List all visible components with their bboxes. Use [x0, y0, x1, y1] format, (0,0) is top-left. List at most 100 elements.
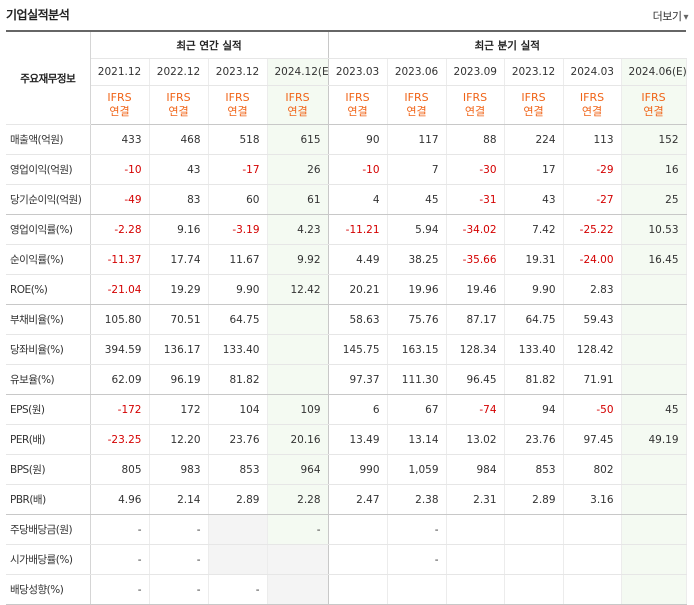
table-cell: 25	[621, 184, 687, 215]
table-cell: 90	[328, 124, 388, 155]
period-header: 2023.06	[387, 58, 447, 86]
standard-ifrs: IFRS	[641, 91, 666, 104]
table-row: 시가배당률(%) - - -	[6, 544, 687, 575]
standard-consolidated: 연결	[581, 105, 603, 118]
row-label: ROE(%)	[6, 274, 91, 305]
row-label: EPS(원)	[6, 394, 91, 425]
table-cell: 4.23	[267, 214, 329, 245]
row-label: 당기순이익(억원)	[6, 184, 91, 215]
table-cell	[267, 544, 329, 575]
row-label: 영업이익률(%)	[6, 214, 91, 245]
table-cell: 97.37	[328, 364, 388, 395]
row-label: BPS(원)	[6, 454, 91, 485]
table-cell: 2.47	[328, 484, 388, 515]
table-cell	[621, 304, 687, 335]
period-header: 2021.12	[90, 58, 150, 86]
table-cell: 23.76	[504, 424, 564, 455]
table-cell: -29	[563, 154, 622, 185]
table-cell: -35.66	[446, 244, 505, 275]
standard-consolidated: 연결	[643, 105, 664, 118]
table-cell: 5.94	[387, 214, 447, 245]
table-cell	[621, 334, 687, 365]
table-cell: 62.09	[90, 364, 150, 395]
table-cell: -24.00	[563, 244, 622, 275]
row-label: PBR(배)	[6, 484, 91, 515]
table-cell: 4.96	[90, 484, 150, 515]
table-cell	[621, 484, 687, 515]
table-cell: 133.40	[504, 334, 564, 365]
table-cell: 6	[328, 394, 388, 425]
table-cell: 94	[504, 394, 564, 425]
table-cell: -3.19	[208, 214, 268, 245]
table-cell	[446, 514, 505, 545]
table-cell: 990	[328, 454, 388, 485]
accounting-standard: IFRS 연결	[504, 85, 564, 125]
table-row: 당기순이익(억원) -49 83 60 61 4 45 -31 43 -27 25	[6, 184, 687, 215]
table-cell	[328, 514, 388, 545]
table-cell: 19.31	[504, 244, 564, 275]
table-row: PBR(배) 4.96 2.14 2.89 2.28 2.47 2.38 2.31 2.89 3.…	[6, 484, 687, 515]
standard-consolidated: 연결	[523, 105, 544, 118]
table-cell: 12.42	[267, 274, 329, 305]
table-cell: 128.42	[563, 334, 622, 365]
standard-ifrs: IFRS	[345, 91, 370, 104]
row-label: 영업이익(억원)	[6, 154, 91, 185]
table-cell: 96.19	[149, 364, 209, 395]
table-cell: 20.16	[267, 424, 329, 455]
corner-label: 주요재무정보	[6, 30, 91, 125]
table-cell: 20.21	[328, 274, 388, 305]
table-cell	[563, 544, 622, 575]
table-cell: 394.59	[90, 334, 150, 365]
table-row: 매출액(억원) 433 468 518 615 90 117 88 224 113 152	[6, 124, 687, 155]
table-cell: -	[267, 514, 329, 545]
header-row-groups: 주요재무정보 최근 연간 실적 최근 분기 실적	[6, 30, 687, 125]
table-cell: 13.02	[446, 424, 505, 455]
table-cell: 7.42	[504, 214, 564, 245]
table-cell: 117	[387, 124, 447, 155]
table-cell: -	[387, 544, 447, 575]
accounting-standard: IFRS 연결	[563, 85, 622, 125]
table-cell: 113	[563, 124, 622, 155]
table-cell: 23.76	[208, 424, 268, 455]
table-cell: 43	[504, 184, 564, 215]
table-cell: 9.90	[504, 274, 564, 305]
row-label: PER(배)	[6, 424, 91, 455]
table-cell: 75.76	[387, 304, 447, 335]
period-header: 2023.12	[208, 58, 268, 86]
table-cell: 2.14	[149, 484, 209, 515]
table-cell: -50	[563, 394, 622, 425]
table-cell: -	[387, 514, 447, 545]
table-cell: -11.37	[90, 244, 150, 275]
table-cell: 70.51	[149, 304, 209, 335]
table-cell: 61	[267, 184, 329, 215]
table-cell: 59.43	[563, 304, 622, 335]
accounting-standard: IFRS 연결	[387, 85, 447, 125]
table-cell: 19.29	[149, 274, 209, 305]
table-cell: 163.15	[387, 334, 447, 365]
table-cell: 38.25	[387, 244, 447, 275]
table-cell: 60	[208, 184, 268, 215]
table-cell: 105.80	[90, 304, 150, 335]
standard-consolidated: 연결	[406, 105, 427, 118]
accounting-standard: IFRS 연결	[208, 85, 268, 125]
table-cell: 26	[267, 154, 329, 185]
standard-ifrs: IFRS	[107, 91, 132, 104]
table-cell	[621, 454, 687, 485]
table-cell: 133.40	[208, 334, 268, 365]
table-cell	[328, 544, 388, 575]
accounting-standard: IFRS 연결	[621, 85, 687, 125]
standard-ifrs: IFRS	[225, 91, 250, 104]
table-cell: 2.89	[208, 484, 268, 515]
table-cell: 104	[208, 394, 268, 425]
table-row: 유보율(%) 62.09 96.19 81.82 97.37 111.30 96.45 81.…	[6, 364, 687, 395]
table-cell: 64.75	[504, 304, 564, 335]
accounting-standard: IFRS 연결	[328, 85, 388, 125]
table-cell: -34.02	[446, 214, 505, 245]
period-header: 2023.03	[328, 58, 388, 86]
table-cell: -74	[446, 394, 505, 425]
more-link[interactable]: 더보기 ▾	[653, 8, 689, 24]
table-cell: -	[149, 514, 209, 545]
table-cell: 802	[563, 454, 622, 485]
table-cell: 9.16	[149, 214, 209, 245]
table-cell	[267, 364, 329, 395]
